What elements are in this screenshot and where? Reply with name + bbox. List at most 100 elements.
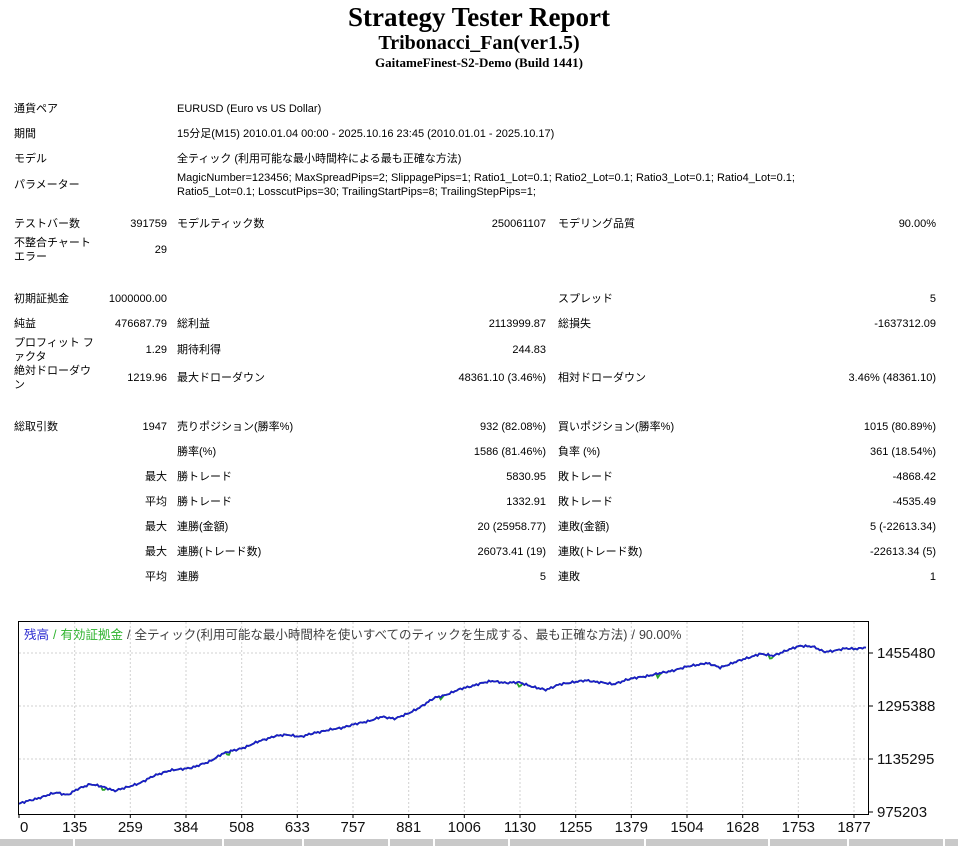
report-title: Strategy Tester Report — [348, 2, 610, 32]
table-header-cell-cutoff — [768, 839, 847, 846]
value-cell: 48361.10 (3.46%) — [458, 372, 546, 384]
label-cell: 通貨ペア — [14, 102, 58, 115]
value-cell: 476687.79 — [115, 317, 167, 330]
ea-name: Tribonacci_Fan(ver1.5) — [378, 32, 580, 54]
label-cell: 純益 — [14, 317, 36, 330]
label-cell: 敗トレード — [558, 470, 613, 483]
label-cell: 敗トレード — [558, 495, 613, 508]
value-cell: 1015 (80.89%) — [863, 420, 936, 433]
table-row: 期間 15分足(M15) 2010.01.04 00:00 - 2025.10.1… — [14, 121, 958, 146]
x-axis-tick-label: 384 — [173, 819, 199, 836]
label-cell: 連勝(金額) — [177, 520, 229, 533]
label-cell: 連敗(トレード数) — [558, 545, 643, 558]
table-header-cell-cutoff — [433, 839, 508, 846]
table-row: 総取引数 1947 売りポジション(勝率%) 932 (82.08%) 買いポジション(… — [14, 414, 958, 439]
chart-legend: 残高 / 有効証拠金 / 全ティック(利用可能な最小時間枠を使いすべてのティックを生成す… — [24, 624, 681, 643]
value-cell: 1.29 — [145, 344, 167, 356]
x-axis-tick-label: 881 — [396, 819, 422, 836]
value-cell: 1219.96 — [127, 372, 167, 384]
value-cell: 932 (82.08%) — [479, 420, 546, 433]
x-axis-tick-label: 1379 — [614, 819, 649, 836]
table-header-cell-cutoff — [388, 839, 433, 846]
legend-separator: / — [127, 628, 131, 642]
table-header-cell-cutoff — [943, 839, 958, 846]
x-axis-tick-label: 1504 — [670, 819, 704, 836]
value-cell: 5830.95 — [506, 470, 546, 483]
table-row: 初期証拠金 1000000.00 スプレッド 5 — [14, 286, 958, 311]
table-row: 勝率(%) 1586 (81.46%) 負率 (%) 361 (18.54%) — [14, 439, 958, 464]
x-axis-tick-label: 1877 — [837, 819, 871, 836]
next-table-header-cutoff — [0, 839, 958, 846]
value-cell: 最大 — [145, 545, 167, 558]
x-axis-tick-label: 0 — [20, 819, 29, 836]
x-axis-tick-label: 1130 — [503, 819, 537, 836]
value-cell: 26073.41 (19) — [477, 545, 547, 558]
table-header-cell-cutoff — [644, 839, 768, 846]
x-axis-tick-label: 1255 — [558, 819, 593, 836]
label-cell: 連勝(トレード数) — [177, 545, 262, 558]
value-cell: 2113999.87 — [488, 317, 546, 330]
server-build: GaitameFinest-S2-Demo (Build 1441) — [375, 55, 583, 70]
table-row: 最大 連勝(金額) 20 (25958.77) 連敗(金額) 5 (-22613.34) — [14, 514, 958, 539]
value-cell: 29 — [154, 244, 167, 256]
y-axis-tick-label: 1135295 — [877, 751, 935, 768]
label-cell: 勝トレード — [177, 495, 232, 508]
value-cell: 361 (18.54%) — [869, 445, 936, 458]
y-axis-tick-label: 1455480 — [877, 645, 936, 662]
table-row: 不整合チャートエラー 29 — [14, 236, 958, 264]
label-cell: 連敗 — [558, 570, 580, 583]
equity-chart-canvas — [18, 621, 873, 818]
legend-equity-label: 有効証拠金 — [60, 628, 124, 642]
legend-separator: / — [631, 628, 635, 642]
value-cell: -1637312.09 — [874, 317, 936, 330]
x-axis-tick-label: 1628 — [725, 819, 760, 836]
label-cell: プロフィット ファクタ — [14, 337, 94, 363]
label-cell: 連敗(金額) — [558, 520, 610, 533]
value-cell: 5 — [929, 292, 936, 305]
value-cell: 全ティック (利用可能な最小時間枠による最も正確な方法) — [177, 152, 462, 165]
value-cell: 1 — [929, 570, 936, 583]
value-cell: 1332.91 — [506, 495, 546, 508]
label-cell: 期待利得 — [177, 344, 221, 356]
x-axis-tick-label: 259 — [117, 819, 143, 836]
table-header-cell-cutoff — [847, 839, 943, 846]
label-cell: 初期証拠金 — [14, 292, 69, 305]
label-cell: 総利益 — [177, 317, 210, 330]
x-axis-tick-label: 1006 — [447, 819, 482, 836]
table-row: 最大 連勝(トレード数) 26073.41 (19) 連敗(トレード数) -22613.… — [14, 539, 958, 564]
label-cell: モデリング品質 — [558, 217, 635, 230]
stats-table: 通貨ペア EURUSD (Euro vs US Dollar) 期間 15分足(M15… — [0, 96, 958, 589]
label-cell: 負率 (%) — [558, 445, 601, 458]
table-row: 最大 勝トレード 5830.95 敗トレード -4868.42 — [14, 464, 958, 489]
x-axis-tick-label: 508 — [229, 819, 255, 836]
value-cell: 250061107 — [491, 217, 546, 230]
value-cell: 平均 — [145, 570, 167, 583]
y-axis-tick-label: 1295388 — [877, 697, 936, 715]
table-header-cell-cutoff — [222, 839, 302, 846]
value-cell: -22613.34 (5) — [869, 545, 936, 558]
value-cell: 391759 — [130, 217, 167, 230]
value-cell: -4535.49 — [892, 495, 936, 508]
label-cell: 連勝 — [177, 570, 199, 583]
value-cell: EURUSD (Euro vs US Dollar) — [177, 102, 322, 115]
x-axis-tick-label: 135 — [62, 819, 88, 836]
value-cell: 5 (-22613.34) — [869, 520, 936, 533]
y-axis-tick-label: 975203 — [877, 804, 928, 821]
table-row: テストバー数 391759 モデルティック数 250061107 モデリング品質 90.0… — [14, 211, 958, 236]
x-axis-tick-label: 1753 — [781, 819, 816, 836]
x-axis-tick-label: 633 — [284, 819, 310, 836]
label-cell: スプレッド — [558, 292, 613, 305]
value-cell: 5 — [539, 570, 546, 583]
label-cell: パラメーター — [14, 179, 80, 191]
table-row: 通貨ペア EURUSD (Euro vs US Dollar) — [14, 96, 958, 121]
label-cell: 勝率(%) — [177, 445, 217, 458]
label-cell: モデルティック数 — [177, 217, 265, 230]
table-row: 純益 476687.79 総利益 2113999.87 総損失 -1637312.09 — [14, 311, 958, 336]
table-header-cell-cutoff — [302, 839, 388, 846]
table-header-cell-cutoff — [0, 839, 73, 846]
value-cell: 平均 — [145, 495, 167, 508]
x-axis-tick-label: 757 — [340, 819, 366, 836]
plot-border — [18, 621, 869, 815]
legend-quality-value: 90.00% — [638, 628, 682, 642]
